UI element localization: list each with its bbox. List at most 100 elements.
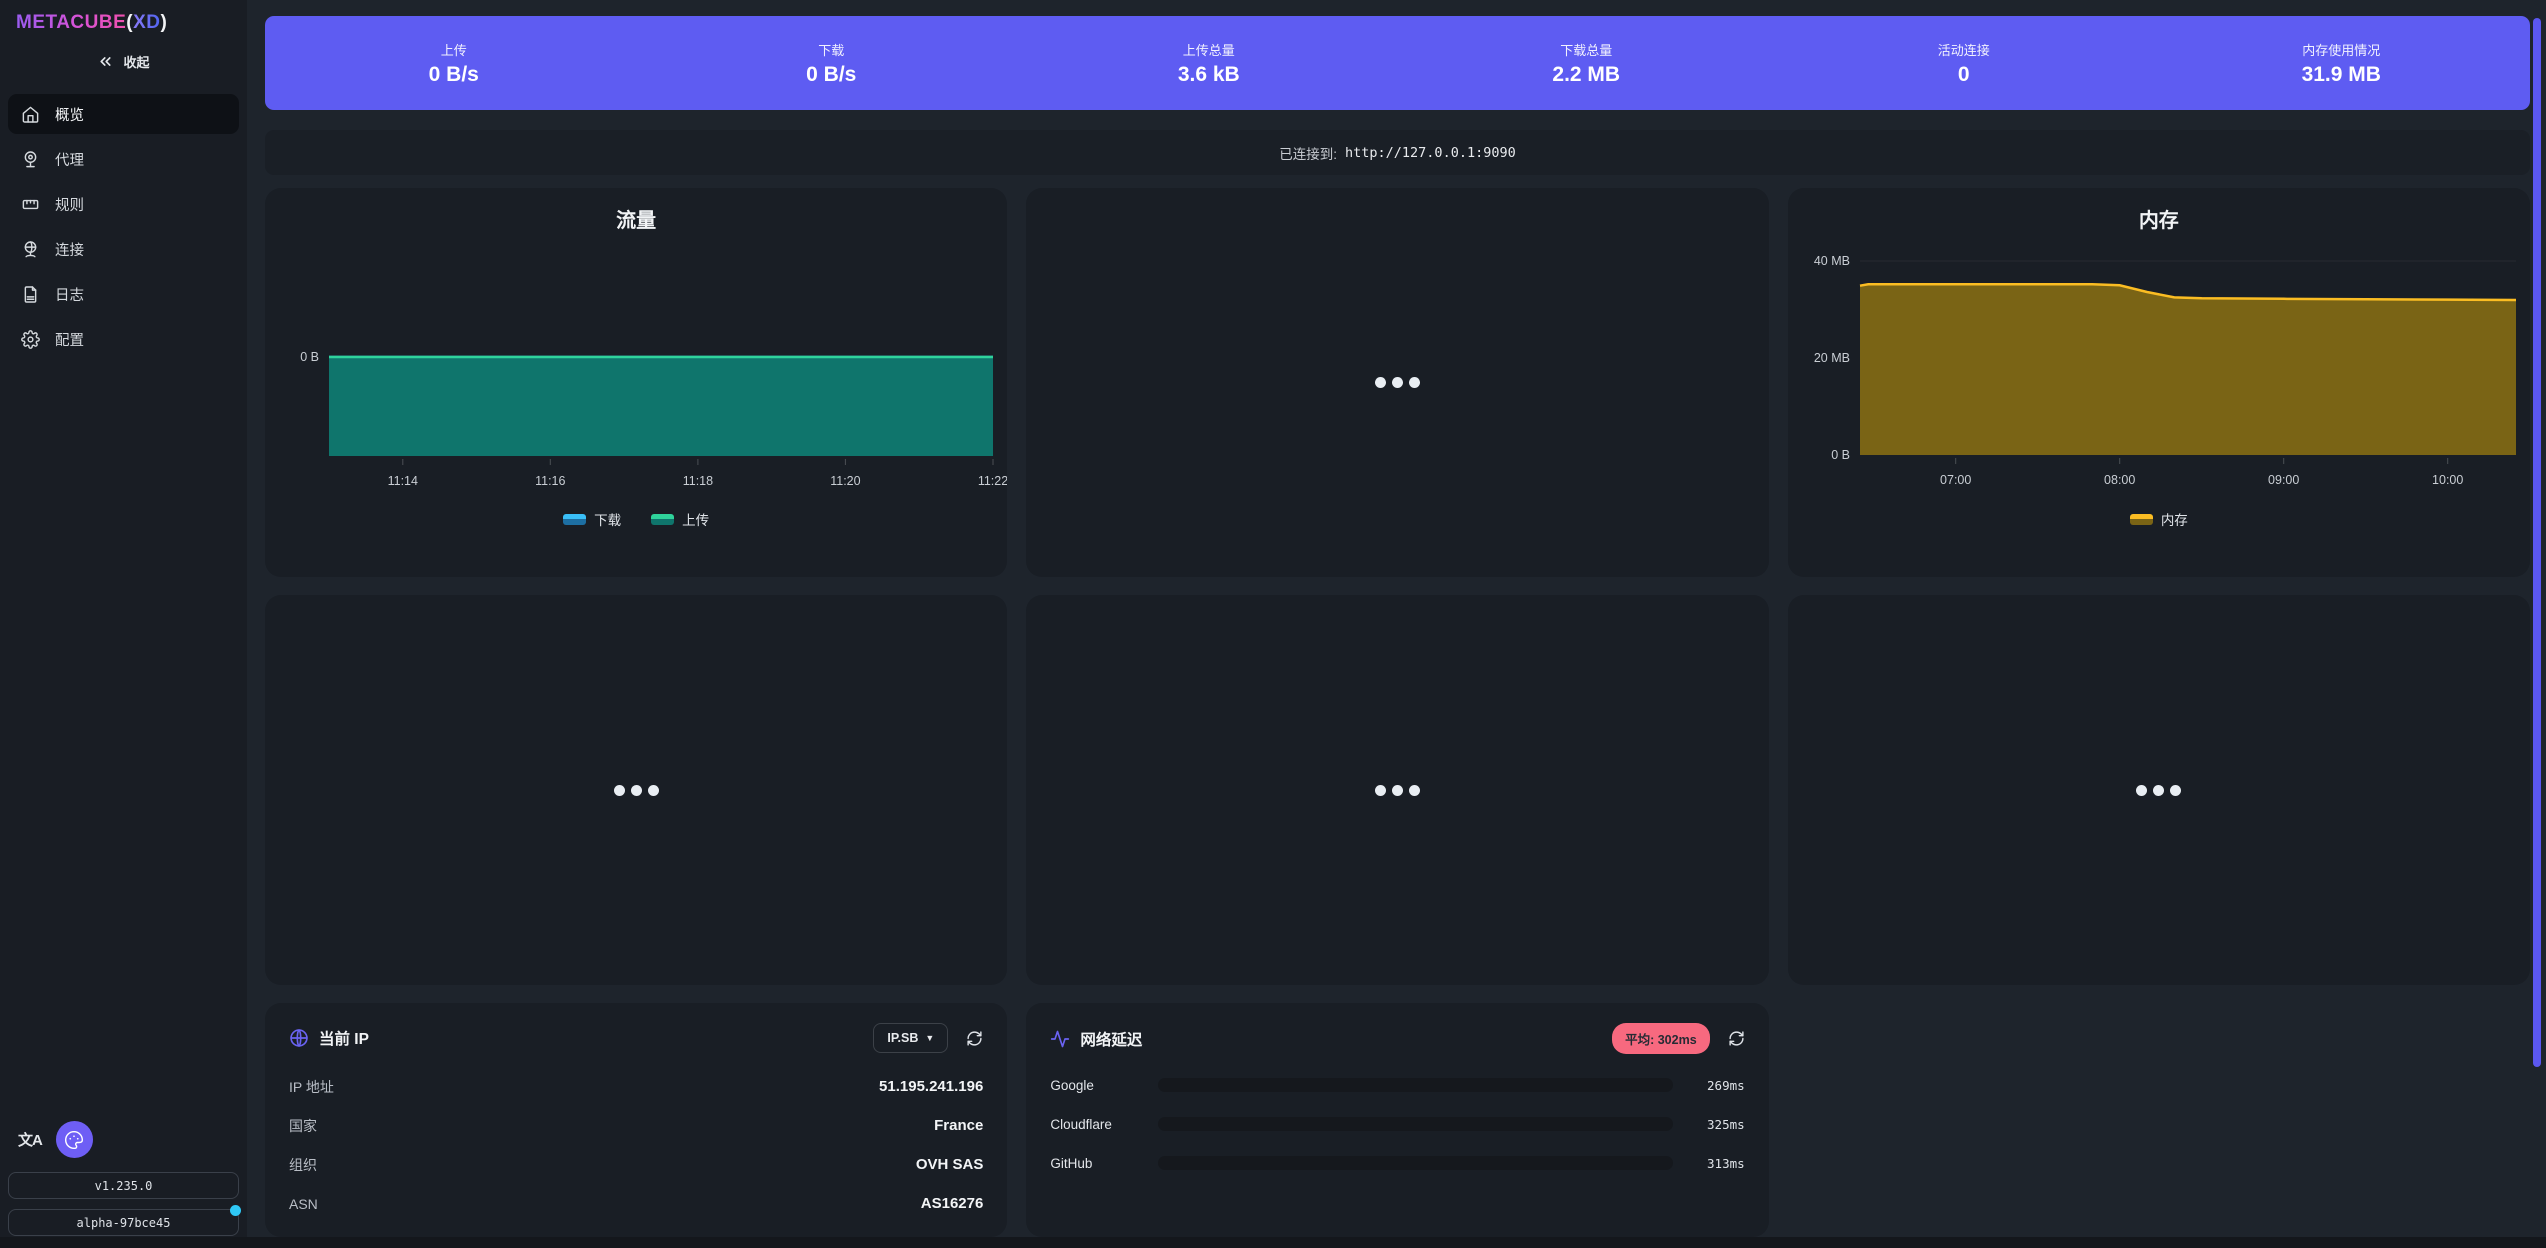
sidebar-item-connections[interactable]: 连接 bbox=[8, 229, 239, 269]
sidebar-item-label: 配置 bbox=[55, 332, 84, 349]
ip-row-label: ASN bbox=[289, 1195, 318, 1212]
stat-value: 3.6 kB bbox=[1177, 62, 1240, 86]
svg-text:09:00: 09:00 bbox=[2268, 473, 2299, 487]
sidebar-item-label: 日志 bbox=[55, 287, 84, 304]
chevron-down-icon: ▼ bbox=[925, 1033, 935, 1043]
sidebar-item-proxies[interactable]: 代理 bbox=[8, 139, 239, 179]
legend-item[interactable]: 上传 bbox=[651, 509, 709, 529]
sidebar-item-label: 连接 bbox=[55, 242, 84, 259]
loading-panel-4 bbox=[1787, 595, 2530, 985]
svg-text:20 MB: 20 MB bbox=[1814, 351, 1850, 365]
stat-label: 内存使用情况 bbox=[2302, 42, 2381, 58]
sidebar-item-config[interactable]: 配置 bbox=[8, 319, 239, 359]
stat-download-speed: 下载 0 B/s bbox=[643, 40, 1021, 87]
latency-site-name: GitHub bbox=[1050, 1155, 1093, 1171]
loading-dots bbox=[613, 784, 659, 796]
sidebar-item-logs[interactable]: 日志 bbox=[8, 274, 239, 314]
sidebar-item-rules[interactable]: 规则 bbox=[8, 184, 239, 224]
stat-label: 上传 bbox=[440, 42, 467, 58]
language-icon[interactable]: 文A bbox=[18, 1132, 43, 1149]
memory-chart-legend: 内存 bbox=[1788, 509, 2530, 529]
stat-memory-usage: 内存使用情况 31.9 MB bbox=[2153, 40, 2531, 87]
latency-bar-track bbox=[1158, 1078, 1673, 1092]
main-content: 上传 0 B/s 下载 0 B/s 上传总量 3.6 kB 下载总量 2.2 M… bbox=[247, 0, 2546, 1248]
stat-value: 0 bbox=[1957, 62, 1970, 86]
pulse-icon bbox=[1051, 1030, 1070, 1047]
core-version-box[interactable]: v1.235.0 bbox=[8, 1172, 239, 1199]
loading-panel-1 bbox=[1026, 188, 1769, 577]
stat-download-total: 下载总量 2.2 MB bbox=[1398, 40, 1776, 87]
sidebar-item-label: 概览 bbox=[55, 107, 84, 124]
ip-source-select[interactable]: IP.SB ▼ bbox=[873, 1023, 949, 1053]
memory-chart: 40 MB 20 MB 0 B 07:00 08:00 09:00 10:00 bbox=[1788, 245, 2530, 495]
latency-row-cloudflare: Cloudflare 325ms bbox=[1050, 1109, 1744, 1139]
empty-grid-cell bbox=[1788, 1003, 2530, 1237]
ip-row-value: 51.195.241.196 bbox=[879, 1078, 984, 1095]
sidebar: METACUBE(XD) 收起 概览 代理 规则 连接 日志 配置 bbox=[0, 0, 247, 1248]
refresh-icon bbox=[1729, 1031, 1744, 1046]
svg-text:0 B: 0 B bbox=[1831, 448, 1850, 462]
ip-refresh-button[interactable] bbox=[966, 1030, 983, 1047]
backend-url: http://127.0.0.1:9090 bbox=[1345, 144, 1516, 161]
traffic-chart-title: 流量 bbox=[616, 210, 657, 232]
globe-stand-icon bbox=[24, 240, 37, 257]
svg-text:10:00: 10:00 bbox=[2432, 473, 2463, 487]
chevrons-left-icon bbox=[100, 56, 112, 66]
gear-icon bbox=[21, 329, 40, 349]
traffic-chart-svg: 0 B 11:14 11:16 11:18 11:20 11:22 bbox=[300, 350, 1007, 488]
latency-row-github: GitHub 313ms bbox=[1050, 1148, 1744, 1178]
latency-bar-track bbox=[1158, 1117, 1673, 1131]
ip-source-value: IP.SB bbox=[887, 1031, 919, 1045]
stat-label: 下载 bbox=[818, 42, 845, 58]
update-badge-dot bbox=[230, 1205, 241, 1216]
sidebar-item-label: 代理 bbox=[55, 152, 84, 169]
current-ip-panel: 当前 IP IP.SB ▼ IP 地址 51.195.241.196 bbox=[265, 1003, 1008, 1237]
build-version-label: alpha-97bce45 bbox=[76, 1215, 171, 1230]
legend-item[interactable]: 下载 bbox=[563, 509, 621, 529]
memory-chart-svg: 40 MB 20 MB 0 B 07:00 08:00 09:00 10:00 bbox=[1814, 254, 2516, 487]
vertical-scrollbar-thumb[interactable] bbox=[2533, 18, 2541, 1067]
latency-refresh-button[interactable] bbox=[1728, 1030, 1745, 1047]
latency-site-name: Google bbox=[1050, 1077, 1094, 1093]
palette-icon bbox=[65, 1130, 84, 1149]
svg-text:0 B: 0 B bbox=[300, 350, 319, 364]
latency-value: 313ms bbox=[1707, 1155, 1745, 1171]
proxy-globe-icon bbox=[24, 150, 37, 167]
ip-row-label: 国家 bbox=[289, 1117, 317, 1134]
stat-label: 活动连接 bbox=[1937, 42, 1990, 58]
svg-text:11:22: 11:22 bbox=[978, 474, 1007, 488]
sidebar-tools: 文A bbox=[8, 1121, 239, 1172]
stat-value: 31.9 MB bbox=[2301, 62, 2381, 86]
home-icon bbox=[22, 106, 39, 123]
network-latency-panel: 网络延迟 平均: 302ms Google 269ms Cloudflare bbox=[1026, 1003, 1769, 1237]
stat-label: 上传总量 bbox=[1182, 42, 1235, 58]
stat-value: 2.2 MB bbox=[1552, 62, 1621, 86]
sidebar-item-overview[interactable]: 概览 bbox=[8, 94, 239, 134]
ip-row-country: 国家 France bbox=[289, 1106, 983, 1145]
ip-row-value: France bbox=[934, 1117, 984, 1134]
latency-row-google: Google 269ms bbox=[1050, 1070, 1744, 1100]
sidebar-collapse-button[interactable]: 收起 bbox=[8, 44, 239, 78]
latency-value: 269ms bbox=[1707, 1077, 1745, 1093]
svg-text:40 MB: 40 MB bbox=[1814, 254, 1850, 268]
stat-label: 下载总量 bbox=[1560, 42, 1613, 58]
horizontal-scrollbar-track[interactable] bbox=[0, 1237, 2546, 1248]
legend-item[interactable]: 内存 bbox=[2129, 509, 2188, 529]
logo-brand: METACUBE bbox=[16, 12, 127, 33]
theme-palette-button[interactable] bbox=[55, 1121, 93, 1158]
stat-value: 0 B/s bbox=[806, 62, 857, 86]
ip-row-label: 组织 bbox=[289, 1156, 317, 1173]
loading-dots bbox=[1374, 784, 1420, 796]
svg-text:11:18: 11:18 bbox=[683, 474, 713, 488]
sidebar-item-label: 规则 bbox=[55, 197, 84, 214]
sidebar-nav: 概览 代理 规则 连接 日志 配置 bbox=[8, 94, 239, 359]
build-version-box[interactable]: alpha-97bce45 bbox=[8, 1205, 241, 1236]
stat-active-connections: 活动连接 0 bbox=[1775, 40, 2153, 87]
traffic-chart-legend: 下载 上传 bbox=[265, 509, 1007, 529]
svg-text:11:16: 11:16 bbox=[535, 474, 565, 488]
connected-prefix: 已连接到: bbox=[1279, 146, 1338, 162]
ip-row-address: IP 地址 51.195.241.196 bbox=[289, 1067, 983, 1106]
backend-connected-bar: 已连接到: http://127.0.0.1:9090 bbox=[265, 130, 2530, 175]
svg-text:07:00: 07:00 bbox=[1940, 473, 1971, 487]
traffic-chart: 0 B 11:14 11:16 11:18 11:20 11:22 bbox=[265, 245, 1007, 495]
